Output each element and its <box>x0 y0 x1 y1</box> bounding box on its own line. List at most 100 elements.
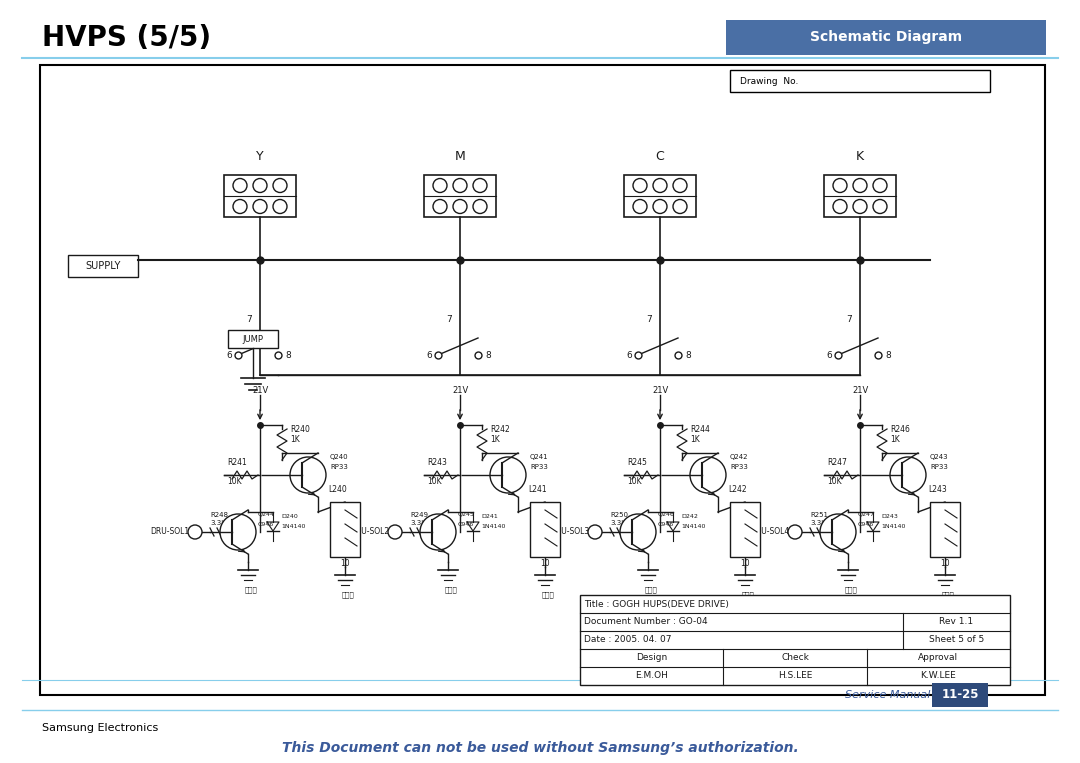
Text: R240: R240 <box>291 426 310 434</box>
Text: 1: 1 <box>732 506 737 512</box>
Text: 6: 6 <box>626 350 632 359</box>
Text: 1: 1 <box>532 506 537 512</box>
Text: Sheet 5 of 5: Sheet 5 of 5 <box>929 636 984 645</box>
Circle shape <box>853 199 867 214</box>
Text: RP33: RP33 <box>930 464 948 470</box>
Text: Q245: Q245 <box>458 511 475 517</box>
Text: SUPPLY: SUPPLY <box>85 261 121 271</box>
Text: K: K <box>856 150 864 163</box>
Text: R249: R249 <box>410 512 428 518</box>
Text: 1N4140: 1N4140 <box>681 524 705 530</box>
Text: L241: L241 <box>528 485 546 494</box>
Circle shape <box>233 179 247 192</box>
Text: Q240: Q240 <box>330 454 349 460</box>
Circle shape <box>820 514 856 550</box>
Text: E.M.OH: E.M.OH <box>635 671 669 681</box>
Text: R241: R241 <box>227 458 246 467</box>
Text: 1: 1 <box>332 506 337 512</box>
Text: D243: D243 <box>881 514 897 520</box>
Text: Q243: Q243 <box>930 454 948 460</box>
Text: Q242: Q242 <box>730 454 748 460</box>
Text: R246: R246 <box>890 426 909 434</box>
Text: 21V: 21V <box>453 386 469 395</box>
Text: 1K: 1K <box>291 436 300 445</box>
Circle shape <box>690 457 726 493</box>
Text: Title : GOGH HUPS(DEVE DRIVE): Title : GOGH HUPS(DEVE DRIVE) <box>584 600 729 609</box>
Text: 10: 10 <box>540 559 550 568</box>
Text: Design: Design <box>636 653 667 662</box>
Text: R251: R251 <box>810 512 828 518</box>
FancyBboxPatch shape <box>68 255 138 277</box>
Text: ⿿⿿⿿: ⿿⿿⿿ <box>645 586 658 593</box>
Text: DRU-SOL4: DRU-SOL4 <box>750 527 789 536</box>
Text: 1K: 1K <box>490 436 500 445</box>
Circle shape <box>188 525 202 539</box>
Text: 1N4140: 1N4140 <box>881 524 905 530</box>
Circle shape <box>388 525 402 539</box>
Text: JUMP: JUMP <box>243 334 264 343</box>
Circle shape <box>420 514 456 550</box>
Circle shape <box>453 179 467 192</box>
Text: R250: R250 <box>610 512 627 518</box>
Text: C946: C946 <box>458 521 474 526</box>
Text: Approval: Approval <box>918 653 958 662</box>
Circle shape <box>633 179 647 192</box>
Text: R244: R244 <box>690 426 710 434</box>
Text: Q241: Q241 <box>530 454 549 460</box>
Circle shape <box>653 199 667 214</box>
Text: 1: 1 <box>932 506 936 512</box>
Text: C946: C946 <box>258 521 274 526</box>
Text: HVPS (5/5): HVPS (5/5) <box>42 24 211 52</box>
Circle shape <box>253 199 267 214</box>
Text: K.W.LEE: K.W.LEE <box>920 671 956 681</box>
Text: Service Manual: Service Manual <box>845 690 930 700</box>
Text: 1N4140: 1N4140 <box>481 524 505 530</box>
Text: ⿿⿿⿿: ⿿⿿⿿ <box>542 591 555 597</box>
Text: 6: 6 <box>226 350 232 359</box>
Text: Schematic Diagram: Schematic Diagram <box>810 30 962 44</box>
Text: 11-25: 11-25 <box>942 688 978 701</box>
Text: Samsung Electronics: Samsung Electronics <box>42 723 159 733</box>
Text: 7: 7 <box>246 315 252 324</box>
Text: ⿿⿿⿿: ⿿⿿⿿ <box>742 591 755 597</box>
Text: 8: 8 <box>685 350 691 359</box>
Circle shape <box>853 179 867 192</box>
Text: L242: L242 <box>728 485 746 494</box>
Text: 1K: 1K <box>690 436 700 445</box>
Text: C946: C946 <box>858 521 874 526</box>
Text: 3.3K: 3.3K <box>810 520 826 526</box>
Text: 7: 7 <box>646 315 652 324</box>
Text: 10K: 10K <box>827 477 841 486</box>
FancyBboxPatch shape <box>580 595 1010 685</box>
Circle shape <box>273 199 287 214</box>
Text: ⿿⿿⿿: ⿿⿿⿿ <box>845 586 858 593</box>
FancyBboxPatch shape <box>228 330 278 348</box>
Text: 3.3K: 3.3K <box>410 520 426 526</box>
Circle shape <box>633 199 647 214</box>
Circle shape <box>220 514 256 550</box>
Circle shape <box>673 179 687 192</box>
Text: 3.3K: 3.3K <box>610 520 625 526</box>
Circle shape <box>473 179 487 192</box>
Circle shape <box>433 199 447 214</box>
Text: M: M <box>455 150 465 163</box>
Text: ⿿⿿⿿: ⿿⿿⿿ <box>245 586 258 593</box>
Text: 21V: 21V <box>252 386 268 395</box>
FancyBboxPatch shape <box>224 175 296 217</box>
FancyBboxPatch shape <box>930 502 960 557</box>
Circle shape <box>673 199 687 214</box>
Text: 10: 10 <box>340 559 350 568</box>
Text: ⿿⿿⿿: ⿿⿿⿿ <box>942 591 955 597</box>
Text: 10K: 10K <box>627 477 642 486</box>
Circle shape <box>873 179 887 192</box>
Circle shape <box>788 525 802 539</box>
Text: RP33: RP33 <box>530 464 548 470</box>
Text: L243: L243 <box>928 485 947 494</box>
Circle shape <box>453 199 467 214</box>
Circle shape <box>588 525 602 539</box>
Text: 1N4140: 1N4140 <box>281 524 306 530</box>
Text: ⿿⿿⿿: ⿿⿿⿿ <box>445 586 458 593</box>
Text: ⿿⿿⿿: ⿿⿿⿿ <box>342 591 354 597</box>
FancyBboxPatch shape <box>932 683 988 707</box>
FancyBboxPatch shape <box>424 175 496 217</box>
